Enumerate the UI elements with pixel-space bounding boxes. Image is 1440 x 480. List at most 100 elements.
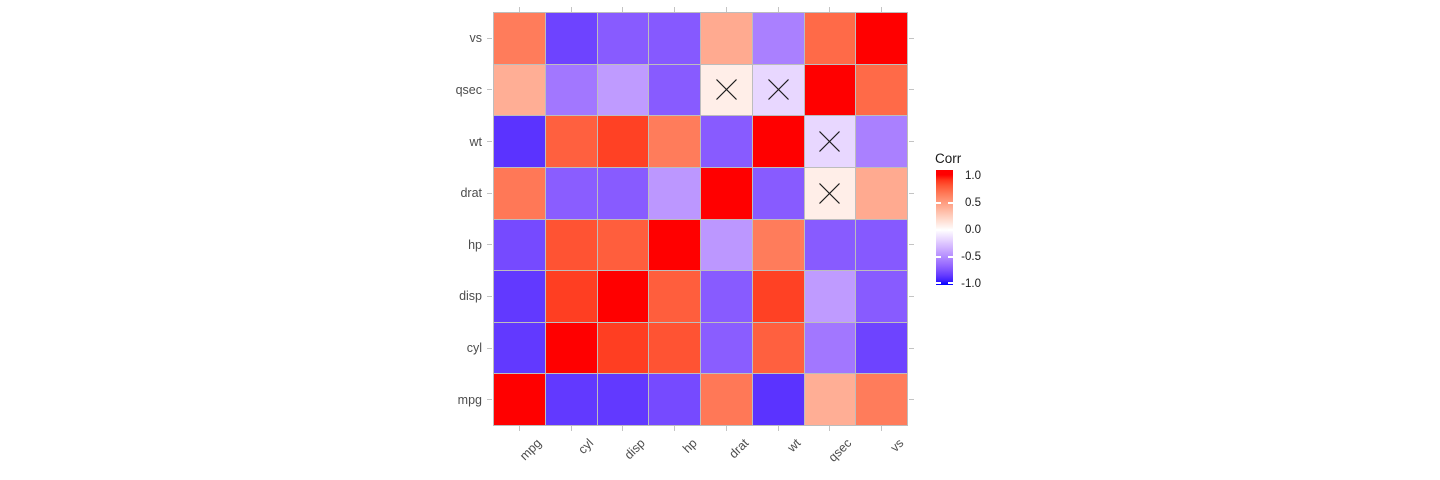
heatmap-cell-wt-mpg — [494, 116, 545, 167]
axis-tick — [674, 7, 676, 12]
heatmap-cell-drat-mpg — [494, 167, 545, 219]
axis-tick — [909, 399, 914, 401]
heatmap-cell-cyl-wt — [752, 322, 804, 374]
heatmap-cell-cyl-disp — [597, 322, 649, 374]
heatmap-cell-disp-mpg — [494, 271, 545, 322]
y-axis-label-wt: wt — [469, 134, 483, 149]
axis-tick — [909, 37, 914, 39]
legend-bar-tick — [948, 282, 953, 284]
legend-bar-tick — [948, 256, 953, 258]
y-axis-label-hp: hp — [468, 237, 482, 252]
heatmap-cell-wt-vs — [856, 116, 907, 167]
heatmap-cell-qsec-wt — [752, 64, 804, 116]
axis-tick — [725, 426, 727, 431]
axis-tick — [622, 426, 624, 431]
heatmap-cell-vs-qsec — [804, 13, 856, 64]
axis-tick — [777, 7, 779, 12]
axis-tick — [487, 37, 492, 39]
heatmap-grid — [493, 12, 908, 426]
y-axis-label-vs: vs — [469, 31, 483, 46]
heatmap-cell-disp-drat — [701, 271, 752, 322]
heatmap-cell-cyl-mpg — [494, 322, 545, 374]
axis-tick — [518, 7, 520, 12]
heatmap-cell-cyl-qsec — [804, 322, 856, 374]
axis-tick — [909, 89, 914, 91]
heatmap-cell-qsec-drat — [701, 64, 752, 116]
legend-bar-tick — [948, 202, 953, 204]
legend-tick-label-1.0: 1.0 — [965, 170, 981, 182]
heatmap-cell-drat-disp — [597, 167, 649, 219]
heatmap-cell-hp-disp — [597, 219, 649, 271]
axis-tick — [487, 347, 492, 349]
heatmap-cell-hp-qsec — [804, 219, 856, 271]
not-significant-cross-icon — [819, 182, 841, 204]
heatmap-cell-cyl-vs — [856, 322, 907, 374]
legend-tick-label-0.0: 0.0 — [965, 224, 981, 236]
heatmap-cell-vs-cyl — [545, 13, 597, 64]
heatmap-cell-drat-vs — [856, 167, 907, 219]
axis-tick — [487, 244, 492, 246]
not-significant-cross-icon — [715, 79, 737, 101]
axis-tick — [622, 7, 624, 12]
heatmap-cell-disp-disp — [597, 271, 649, 322]
heatmap-cell-drat-hp — [649, 167, 700, 219]
heatmap-cell-wt-cyl — [545, 116, 597, 167]
heatmap-cell-mpg-mpg — [494, 374, 545, 425]
x-axis-label-drat: drat — [726, 436, 752, 462]
heatmap-cell-qsec-cyl — [545, 64, 597, 116]
heatmap-cell-wt-disp — [597, 116, 649, 167]
axis-tick — [518, 426, 520, 431]
not-significant-cross-icon — [767, 79, 789, 101]
heatmap-cell-cyl-drat — [701, 322, 752, 374]
heatmap-cell-drat-wt — [752, 167, 804, 219]
heatmap-cell-disp-hp — [649, 271, 700, 322]
heatmap-cell-mpg-vs — [856, 374, 907, 425]
heatmap-cell-vs-hp — [649, 13, 700, 64]
heatmap-cell-qsec-qsec — [804, 64, 856, 116]
heatmap-cell-qsec-mpg — [494, 64, 545, 116]
heatmap-cell-hp-mpg — [494, 219, 545, 271]
heatmap-cell-mpg-wt — [752, 374, 804, 425]
axis-tick — [725, 7, 727, 12]
x-axis-label-vs: vs — [887, 436, 907, 455]
heatmap-cell-wt-drat — [701, 116, 752, 167]
legend-tick-label--0.5: -0.5 — [961, 251, 981, 263]
axis-tick — [881, 426, 883, 431]
heatmap-cell-vs-disp — [597, 13, 649, 64]
heatmap-cell-wt-wt — [752, 116, 804, 167]
y-axis-label-qsec: qsec — [455, 82, 482, 97]
legend-title: Corr — [935, 151, 962, 166]
legend-tick-label--1.0: -1.0 — [961, 278, 981, 290]
axis-tick — [487, 192, 492, 194]
heatmap-cell-wt-hp — [649, 116, 700, 167]
heatmap-cell-disp-qsec — [804, 271, 856, 322]
heatmap-cell-hp-drat — [701, 219, 752, 271]
axis-tick — [881, 7, 883, 12]
x-axis-label-qsec: qsec — [826, 436, 855, 465]
not-significant-cross-icon — [819, 131, 841, 152]
axis-tick — [829, 7, 831, 12]
axis-tick — [570, 426, 572, 431]
x-axis-label-mpg: mpg — [517, 436, 545, 464]
heatmap-cell-cyl-hp — [649, 322, 700, 374]
axis-tick — [570, 7, 572, 12]
axis-tick — [777, 426, 779, 431]
y-axis-label-mpg: mpg — [457, 392, 482, 407]
x-axis-label-disp: disp — [621, 436, 648, 463]
x-axis-label-wt: wt — [784, 436, 804, 455]
axis-tick — [674, 426, 676, 431]
axis-tick — [487, 399, 492, 401]
heatmap-cell-qsec-vs — [856, 64, 907, 116]
heatmap-cell-disp-cyl — [545, 271, 597, 322]
y-axis-label-drat: drat — [460, 186, 482, 201]
heatmap-cell-wt-qsec — [804, 116, 856, 167]
axis-tick — [909, 295, 914, 297]
heatmap-cell-disp-wt — [752, 271, 804, 322]
heatmap-cell-mpg-cyl — [545, 374, 597, 425]
heatmap-cell-hp-hp — [649, 219, 700, 271]
x-axis-label-hp: hp — [679, 436, 700, 456]
heatmap-cell-mpg-hp — [649, 374, 700, 425]
heatmap-cell-vs-wt — [752, 13, 804, 64]
y-axis-label-disp: disp — [459, 289, 482, 304]
